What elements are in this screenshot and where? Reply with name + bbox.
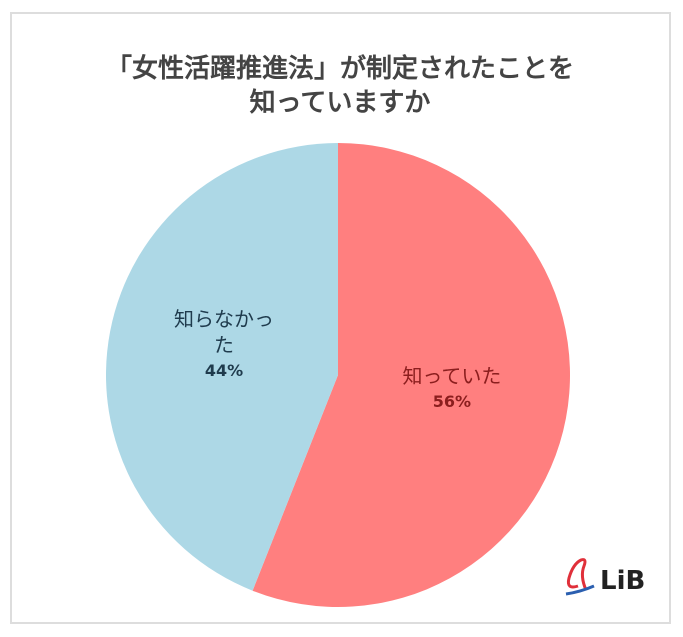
logo: LiB [600, 566, 646, 596]
chart-title: 「女性活躍推進法」が制定されたことを知っていますか [105, 54, 574, 118]
logo-icon [566, 558, 588, 591]
pie-slice [105, 143, 338, 591]
logo-icon [565, 584, 595, 596]
slice-label: 知らなかった 44% [169, 306, 279, 384]
value-label: 44% [204, 361, 244, 381]
value-label: 56% [432, 391, 472, 411]
pie-slice [252, 143, 571, 607]
frame [10, 12, 671, 624]
category-label: 知っていた [402, 363, 502, 388]
slice-label: 知っていた 56% [397, 363, 507, 415]
category-label: 知らなかった [174, 307, 275, 358]
